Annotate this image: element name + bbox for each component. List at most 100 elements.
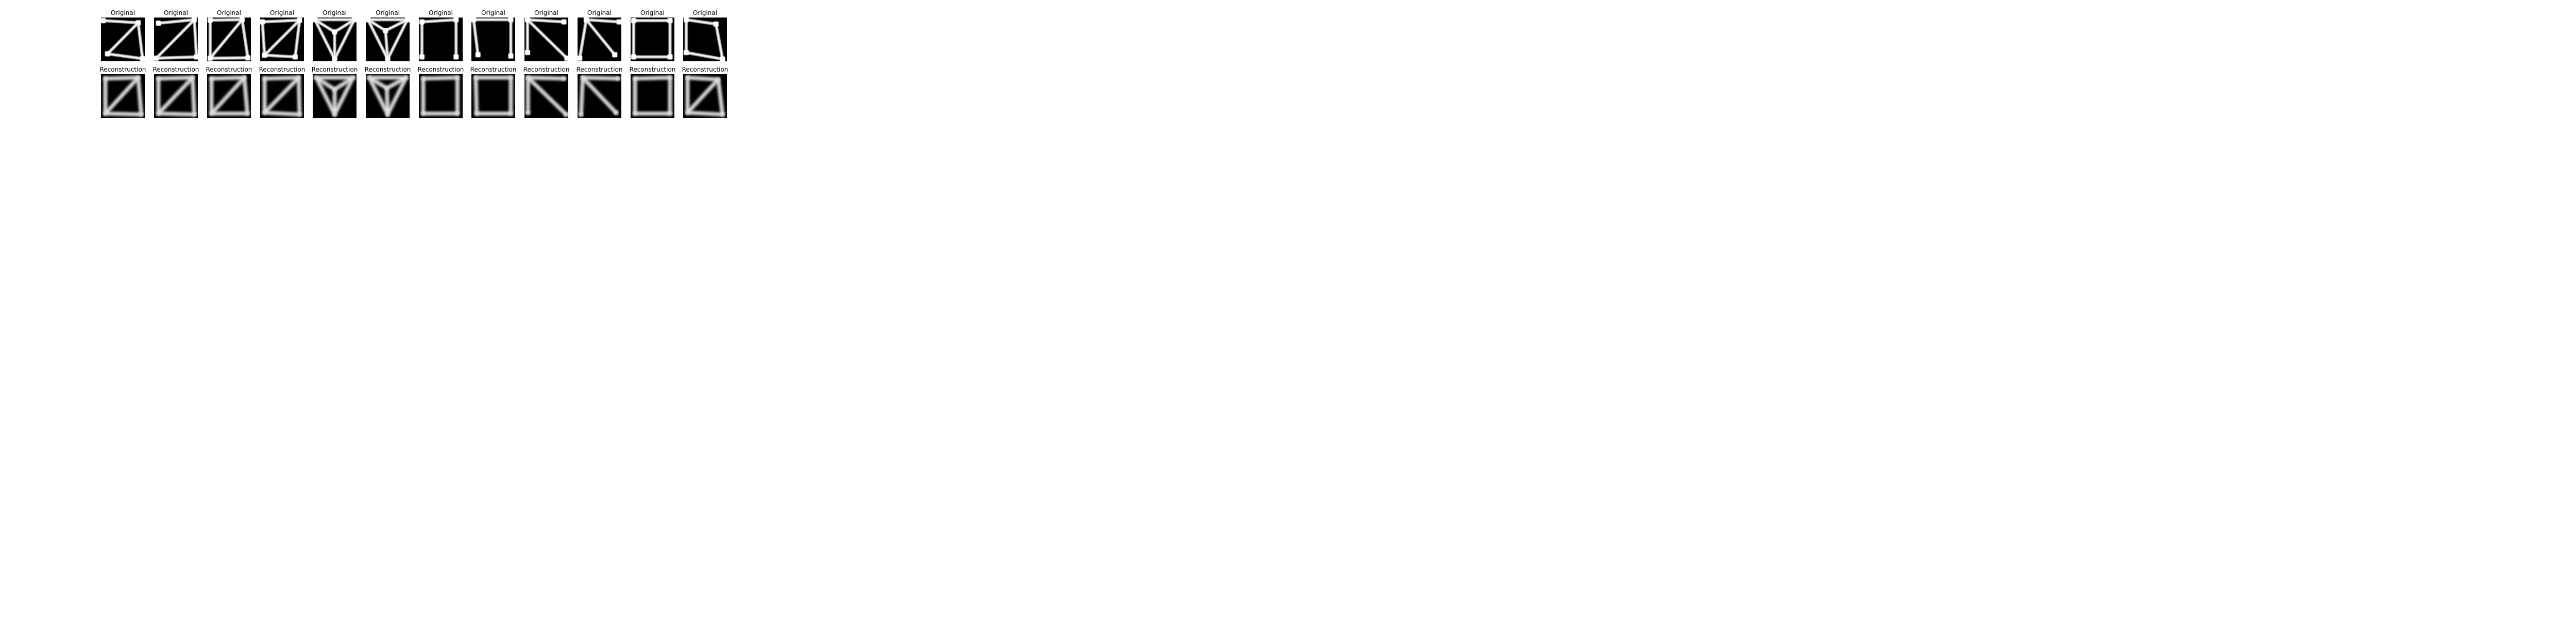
shape-node-4 [332,112,337,117]
shape-node-1 [526,75,530,80]
panel-title: Original [587,9,612,16]
shape-node-3 [633,111,637,116]
shape-node-2 [404,18,410,23]
shape-node-3 [383,28,388,33]
figure-canvas: Original Original Original Original Original… [0,0,807,134]
shape-node-1 [633,76,637,81]
shape-node-2 [351,18,357,23]
shape-node-4 [194,54,198,60]
shape-node-3 [526,110,530,115]
shape-drawing [633,75,672,116]
shape-node-1 [103,76,108,81]
shape-drawing [421,75,460,116]
shape-node-2 [404,75,409,80]
shape-node-4 [297,112,302,117]
shape-node-2 [561,19,567,25]
panel-title: Original [217,9,241,16]
shape-node-2 [135,20,141,26]
shape-node-4 [667,54,673,60]
shape-edge-3 [210,76,246,115]
shape-node-3 [105,51,110,57]
original-panel-7: Original [419,9,463,61]
shape-edge-1 [104,76,140,80]
shape-node-3 [685,110,690,115]
shape-node-1 [473,75,478,80]
shape-node-4 [293,54,298,60]
shape-node-4 [612,52,618,58]
shape-node-1 [260,19,265,25]
panel-title: Original [270,9,294,16]
shape-edge-1 [422,76,459,80]
shape-edge-4 [243,76,249,115]
shape-node-1 [101,18,106,23]
original-panel-4: Original [260,9,304,61]
shape-node-4 [564,112,568,117]
shape-node-3 [154,56,159,61]
shape-edge-1 [634,76,671,80]
shape-drawing [367,75,409,117]
shape-node-1 [421,76,426,81]
shape-edge-1 [210,76,246,80]
shape-node-3 [156,111,161,116]
shape-node-1 [631,18,636,23]
shape-node-1 [207,18,213,23]
panel-title: Reconstruction [682,66,728,73]
shape-edge-3 [333,76,354,91]
shape-drawing [685,75,725,117]
shape-node-3 [419,54,425,60]
panel-title: Reconstruction [365,66,411,73]
shape-node-4 [720,56,725,61]
shape-node-3 [474,111,479,116]
shape-drawing [314,75,355,117]
shape-edge-5 [686,78,720,114]
shape-node-4 [509,111,513,116]
shape-node-3 [103,111,108,116]
shape-drawing [262,75,302,117]
shape-node-3 [631,54,636,60]
shape-node-3 [262,53,267,58]
shape-node-4 [245,111,250,116]
shape-drawing [103,75,144,117]
shape-drawing [419,18,459,60]
panel-title: Original [481,9,505,16]
panel-title: Original [693,9,717,16]
original-panel-9: Original [524,9,568,61]
reconstruction-panel-4: Reconstruction [259,66,305,118]
panel-title: Reconstruction [100,66,146,73]
reconstruction-panel-10: Reconstruction [577,66,622,118]
shape-drawing [209,75,250,116]
shape-node-1 [471,18,477,23]
shape-node-4 [455,111,460,116]
shape-drawing [473,75,513,116]
shape-edge-5 [157,112,196,116]
panel-title: Original [164,9,188,16]
shape-node-1 [313,18,318,23]
shape-edge-1 [157,76,194,80]
shape-drawing [631,18,673,60]
shape-node-4 [140,56,145,61]
shape-node-2 [296,75,301,80]
shape-node-4 [192,112,197,117]
shape-node-4 [720,112,725,117]
shape-drawing [313,18,357,61]
shape-edge-4 [137,76,143,116]
shape-node-3 [683,50,689,55]
reconstruction-panel-1: Reconstruction [100,66,146,118]
shape-node-2 [136,75,141,80]
shape-node-1 [419,19,425,25]
panel-title: Reconstruction [630,66,676,73]
shape-drawing [683,18,725,61]
shape-edge-5 [333,76,354,116]
shape-node-2 [508,18,514,23]
shape-node-4 [564,56,568,61]
shape-node-3 [579,112,583,117]
shape-edge-5 [263,111,301,116]
shape-node-2 [509,75,513,80]
image-background [631,18,674,61]
shape-drawing [579,75,620,117]
panel-title: Original [323,9,347,16]
shape-node-4 [245,55,251,61]
shape-node-4 [668,111,672,116]
shape-node-4 [453,54,459,60]
original-panel-12: Original [683,9,727,61]
